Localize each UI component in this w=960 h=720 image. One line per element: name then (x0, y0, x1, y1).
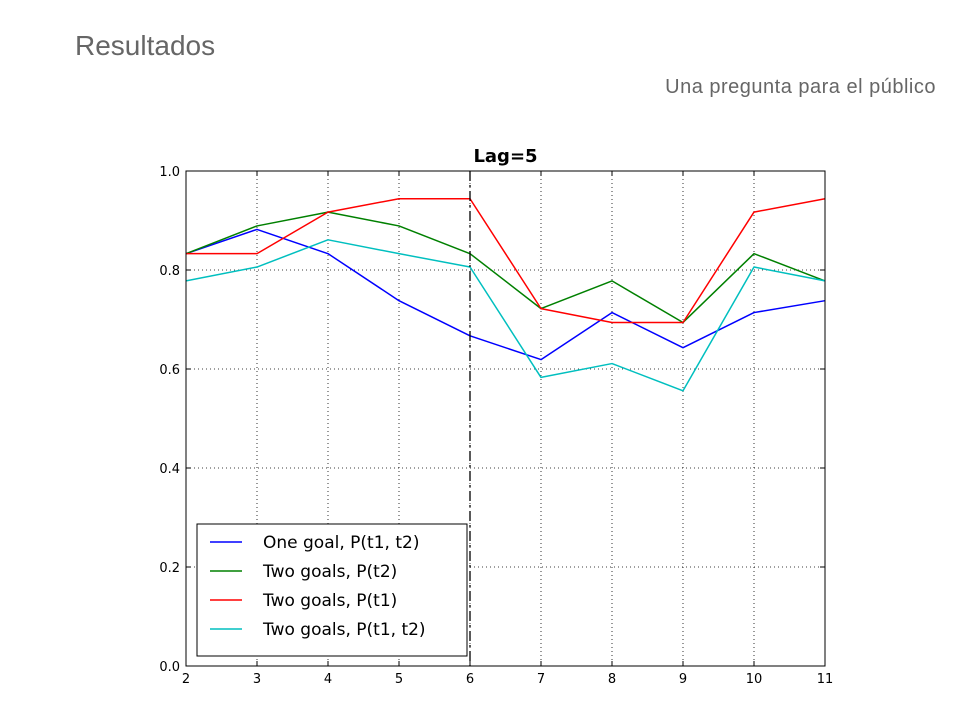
series-line-4 (185, 239, 826, 392)
series-line-1 (185, 228, 826, 361)
legend: One goal, P(t1, t2) Two goals, P(t2) Two g… (196, 523, 468, 657)
legend-box (196, 523, 468, 657)
legend-label: Two goals, P(t1, t2) (262, 620, 426, 640)
series-line-2 (185, 211, 826, 324)
x-tick-label: 7 (537, 672, 545, 687)
y-tick-label: 0.0 (159, 660, 180, 675)
y-tick-label: 0.8 (159, 264, 180, 279)
plot-area-frame (185, 170, 826, 667)
y-tick-label: 0.4 (159, 462, 180, 477)
x-tick-label: 4 (324, 672, 332, 687)
y-tick-label: 0.6 (159, 363, 180, 378)
x-tick-label: 11 (817, 672, 834, 687)
slide-subtitle: Una pregunta para el público (665, 76, 936, 98)
x-tick-label: 9 (679, 672, 687, 687)
legend-label: Two goals, P(t1) (262, 591, 397, 611)
series-line-3 (186, 197, 826, 324)
x-tick-label: 2 (182, 672, 190, 687)
x-tick-label: 3 (253, 672, 261, 687)
x-tick-label: 10 (746, 672, 763, 687)
chart-title: Lag=5 (473, 146, 537, 167)
series-lines (185, 197, 826, 392)
legend-label: One goal, P(t1, t2) (263, 533, 419, 553)
x-tick-label: 6 (466, 672, 474, 687)
axis-ticks: 2 3 4 5 6 7 8 9 10 11 0.0 0.2 0.4 0.6 0.8 1.0 (159, 165, 833, 687)
legend-label: Two goals, P(t2) (262, 562, 397, 582)
y-tick-label: 0.2 (159, 561, 180, 576)
y-tick-label: 1.0 (159, 165, 180, 180)
x-tick-label: 8 (608, 672, 616, 687)
slide-title: Resultados (75, 30, 216, 61)
x-tick-label: 5 (395, 672, 403, 687)
